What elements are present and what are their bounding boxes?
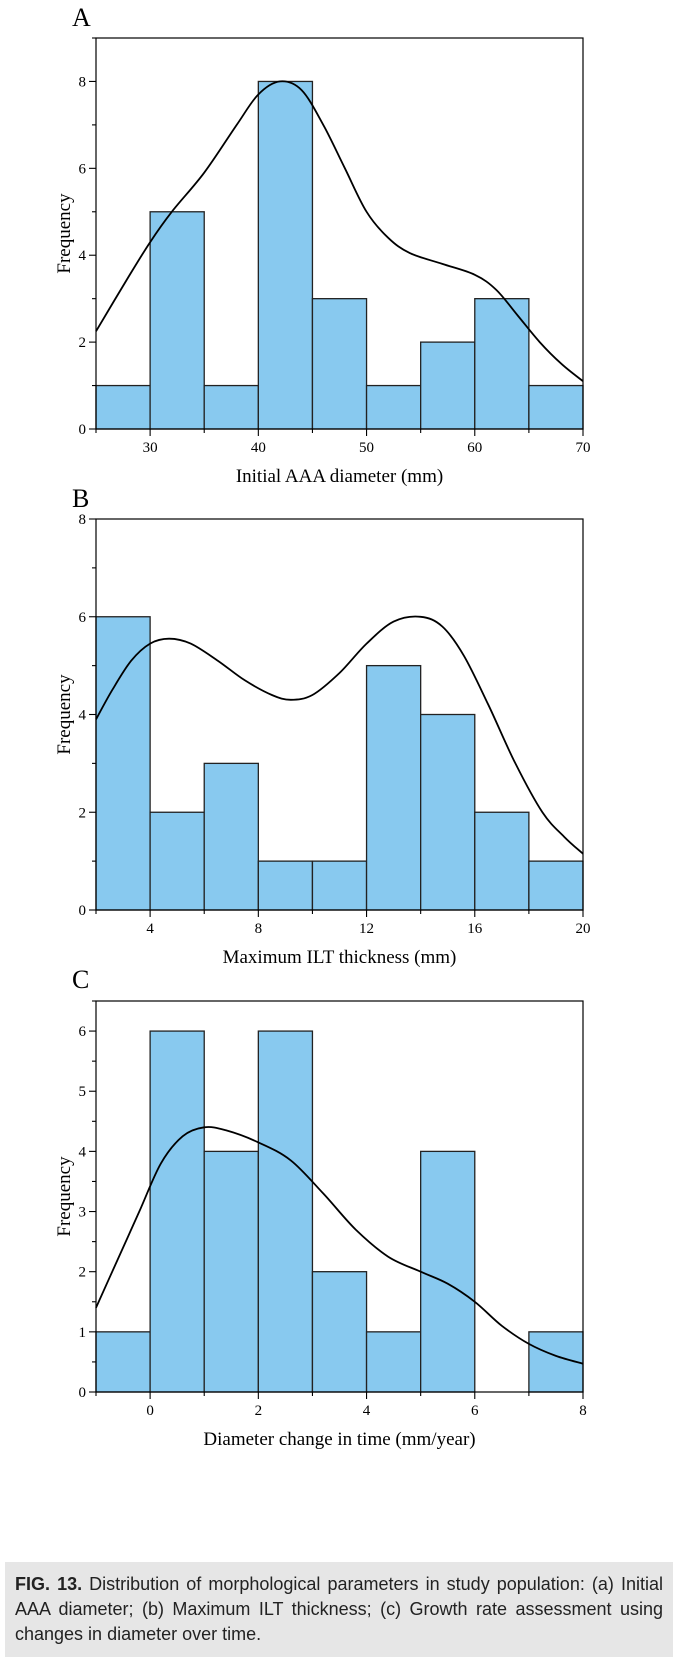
plot-frame-a bbox=[95, 37, 584, 430]
x-tick-label: 4 bbox=[146, 921, 154, 937]
panel-label-c: C bbox=[72, 965, 89, 994]
bars-b bbox=[95, 616, 584, 911]
y-tick-label: 3 bbox=[79, 1205, 87, 1221]
histogram-bar bbox=[203, 1150, 259, 1393]
y-tick-label: 8 bbox=[79, 512, 87, 528]
x-tick-label: 4 bbox=[363, 1403, 371, 1419]
histogram-bar bbox=[95, 616, 151, 911]
panel-label-a: A bbox=[72, 3, 91, 32]
histogram-bar bbox=[528, 860, 584, 911]
y-axis-label-a: Frequency bbox=[54, 193, 75, 274]
density-curve-c bbox=[95, 1126, 584, 1365]
y-tick-label: 4 bbox=[79, 1144, 87, 1160]
x-tick-label: 20 bbox=[576, 921, 591, 937]
y-tick-label: 1 bbox=[79, 1325, 87, 1341]
plot-frame-c bbox=[95, 1000, 584, 1393]
x-tick-label: 30 bbox=[143, 440, 158, 456]
density-curve-a bbox=[95, 80, 584, 382]
x-axis-label-b: Maximum ILT thickness (mm) bbox=[223, 947, 457, 968]
y-axis-label-b: Frequency bbox=[54, 674, 75, 755]
histogram-bar bbox=[528, 384, 584, 430]
histogram-bar bbox=[149, 1030, 205, 1393]
x-tick-label: 8 bbox=[579, 1403, 587, 1419]
x-tick-label: 50 bbox=[359, 440, 374, 456]
histogram-bar bbox=[149, 211, 205, 430]
panel-b: B 4 8 12 16 20 0 2 4 6 8 Maximum ILT thickness (… bbox=[54, 484, 591, 968]
histogram-bar bbox=[365, 384, 422, 430]
histogram-bar bbox=[311, 860, 368, 911]
x-axis-ticks-b: 4 8 12 16 20 bbox=[95, 910, 591, 937]
y-axis-label-c: Frequency bbox=[54, 1156, 75, 1237]
histogram-bar bbox=[203, 762, 259, 911]
x-axis-label-c: Diameter change in time (mm/year) bbox=[203, 1429, 475, 1450]
histogram-bar bbox=[203, 384, 259, 430]
histogram-bar bbox=[474, 298, 530, 430]
panel-label-b: B bbox=[72, 484, 89, 513]
x-axis-ticks-c: 0 2 4 6 8 bbox=[95, 1392, 587, 1419]
x-axis-ticks-a: 30 40 50 60 70 bbox=[95, 429, 591, 456]
caption-text: Distribution of morphological parameters… bbox=[15, 1574, 663, 1644]
histogram-bar bbox=[257, 80, 314, 430]
histogram-bar bbox=[420, 341, 476, 430]
histogram-bar bbox=[257, 1030, 314, 1393]
histogram-bar bbox=[95, 1331, 151, 1393]
y-tick-label: 0 bbox=[79, 903, 87, 919]
histogram-bar bbox=[420, 1150, 476, 1393]
figure-caption: FIG. 13. Distribution of morphological p… bbox=[5, 1562, 673, 1657]
histogram-bar bbox=[474, 811, 530, 911]
y-tick-label: 4 bbox=[79, 248, 87, 264]
x-tick-label: 2 bbox=[255, 1403, 263, 1419]
caption-label: FIG. 13. bbox=[15, 1574, 83, 1594]
x-tick-label: 12 bbox=[359, 921, 374, 937]
y-tick-label: 8 bbox=[79, 74, 87, 90]
x-axis-label-a: Initial AAA diameter (mm) bbox=[236, 466, 443, 487]
panel-a: A 30 40 50 60 70 0 2 4 6 8 Initial AAA diameter … bbox=[54, 3, 591, 487]
y-tick-label: 0 bbox=[79, 422, 87, 438]
y-tick-label: 6 bbox=[79, 610, 87, 626]
x-tick-label: 8 bbox=[255, 921, 263, 937]
x-tick-label: 70 bbox=[576, 440, 591, 456]
bars-c bbox=[95, 1030, 584, 1393]
histogram-bar bbox=[311, 298, 368, 430]
x-tick-label: 16 bbox=[467, 921, 483, 937]
y-tick-label: 2 bbox=[79, 335, 87, 351]
y-axis-ticks-b: 0 2 4 6 8 bbox=[79, 512, 96, 919]
y-tick-label: 4 bbox=[79, 708, 87, 724]
y-tick-label: 6 bbox=[79, 1024, 87, 1040]
y-tick-label: 2 bbox=[79, 805, 87, 821]
histogram-bar bbox=[311, 1271, 368, 1393]
x-tick-label: 60 bbox=[467, 440, 482, 456]
y-tick-label: 2 bbox=[79, 1265, 87, 1281]
histogram-bar bbox=[420, 713, 476, 911]
density-curve-b bbox=[95, 615, 584, 855]
histogram-bar bbox=[365, 664, 422, 911]
y-tick-label: 6 bbox=[79, 161, 87, 177]
y-axis-ticks-a: 0 2 4 6 8 bbox=[79, 37, 96, 438]
y-tick-label: 5 bbox=[79, 1084, 87, 1100]
histogram-bar bbox=[257, 860, 314, 911]
bars-a bbox=[95, 80, 584, 430]
histogram-bar bbox=[95, 384, 151, 430]
histogram-bar bbox=[365, 1331, 422, 1393]
x-tick-label: 0 bbox=[146, 1403, 154, 1419]
x-tick-label: 40 bbox=[251, 440, 266, 456]
y-tick-label: 0 bbox=[79, 1385, 87, 1401]
y-axis-ticks-c: 0 1 2 3 4 5 6 bbox=[79, 1000, 96, 1401]
histogram-bar bbox=[149, 811, 205, 911]
x-tick-label: 6 bbox=[471, 1403, 479, 1419]
panel-c: C 0 2 4 6 8 0 1 2 3 4 5 6 Diameter change in time … bbox=[54, 965, 587, 1450]
